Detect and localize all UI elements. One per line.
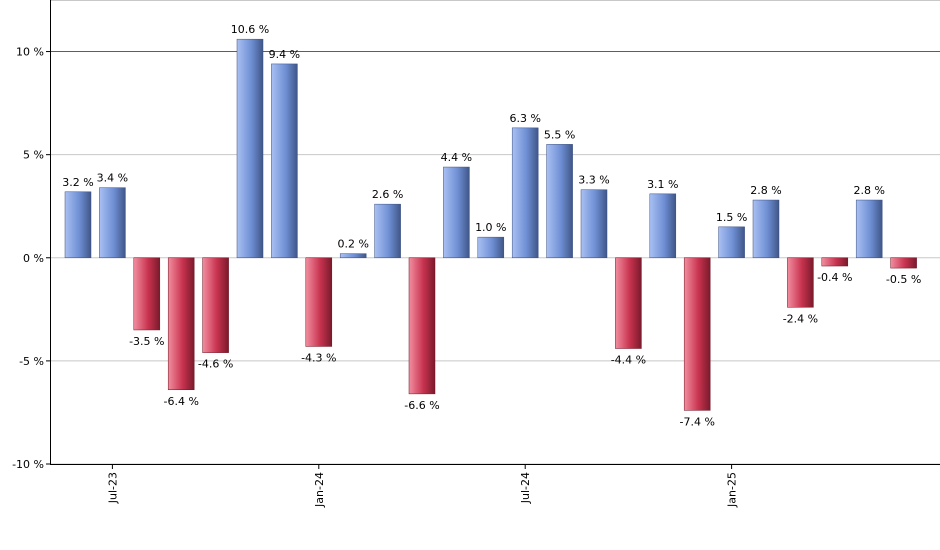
data-label: 2.6 % [372, 188, 403, 201]
bar-jan-25 [718, 226, 745, 259]
data-label: -0.4 % [817, 271, 852, 284]
bar-apr-25 [821, 257, 849, 267]
data-label: -7.4 % [679, 415, 714, 428]
bar-nov-23 [236, 38, 264, 259]
data-label: 5.5 % [544, 128, 575, 141]
x-tick-label: Jan-24 [313, 472, 326, 508]
y-tick-label: 5 % [23, 149, 44, 162]
data-label: 3.3 % [578, 174, 609, 187]
data-label: 3.1 % [647, 178, 678, 191]
data-label: -4.3 % [301, 351, 336, 364]
data-label: 9.4 % [269, 48, 300, 61]
data-label: -6.4 % [163, 395, 198, 408]
bar-feb-24 [339, 253, 367, 259]
bar-sep-24 [580, 189, 608, 259]
bar-nov-24 [649, 193, 677, 259]
bar-may-24 [443, 166, 470, 259]
data-label: 0.2 % [337, 238, 368, 251]
data-label: -2.4 % [783, 312, 818, 325]
bar-sep-23 [167, 257, 195, 391]
bar-jul-24 [511, 127, 539, 259]
bar-mar-24 [374, 203, 401, 259]
y-tick-label: -10 % [12, 458, 44, 471]
y-tick-label: -5 % [19, 355, 44, 368]
data-label: 2.8 % [750, 184, 781, 197]
bar-jul-23 [99, 187, 126, 259]
bar-aug-23 [133, 257, 161, 331]
bar-oct-24 [615, 257, 642, 349]
bar-dec-24 [683, 257, 711, 411]
bar-may-25 [855, 199, 883, 259]
y-tick-label: 0 % [23, 252, 44, 265]
bar-mar-25 [787, 257, 814, 308]
data-label: 3.4 % [97, 172, 128, 185]
data-label: 3.2 % [62, 176, 93, 189]
bar-jun-25 [890, 257, 917, 269]
data-label: 2.8 % [853, 184, 884, 197]
data-label: 1.0 % [475, 221, 506, 234]
data-label: -0.5 % [886, 273, 921, 286]
y-tick-label: 10 % [16, 46, 44, 59]
bar-jun-23 [64, 191, 92, 259]
data-label: -4.4 % [611, 354, 646, 367]
x-tick-label: Jul-24 [519, 472, 532, 504]
data-label: 6.3 % [509, 112, 540, 125]
data-label: 1.5 % [716, 211, 747, 224]
data-label: 10.6 % [231, 23, 269, 36]
bar-apr-24 [408, 257, 436, 395]
data-label: -3.5 % [129, 335, 164, 348]
bar-jan-24 [305, 257, 333, 347]
bar-aug-24 [546, 144, 573, 259]
data-label: -6.6 % [404, 399, 439, 412]
data-label: -4.6 % [198, 358, 233, 371]
bar-dec-23 [271, 63, 298, 259]
x-tick-label: Jan-25 [726, 472, 739, 508]
x-tick-label: Jul-23 [106, 472, 119, 504]
bar-oct-23 [202, 257, 229, 353]
data-label: 4.4 % [441, 151, 472, 164]
bar-jun-24 [477, 236, 505, 259]
bar-feb-25 [752, 199, 780, 259]
